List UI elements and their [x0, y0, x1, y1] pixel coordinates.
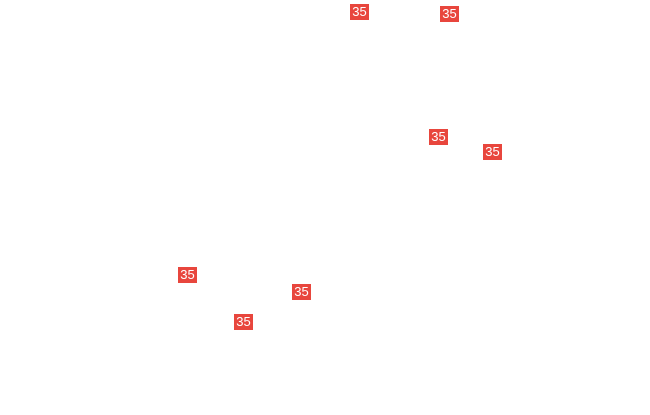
part-callout-badge-6[interactable]: 35: [292, 284, 311, 300]
part-callout-badge-3[interactable]: 35: [429, 129, 448, 145]
part-callout-badge-1[interactable]: 35: [350, 4, 369, 20]
part-callout-badge-4[interactable]: 35: [483, 144, 502, 160]
part-callout-badge-7[interactable]: 35: [234, 314, 253, 330]
part-callout-badge-2[interactable]: 35: [440, 6, 459, 22]
part-callout-badge-5[interactable]: 35: [178, 267, 197, 283]
